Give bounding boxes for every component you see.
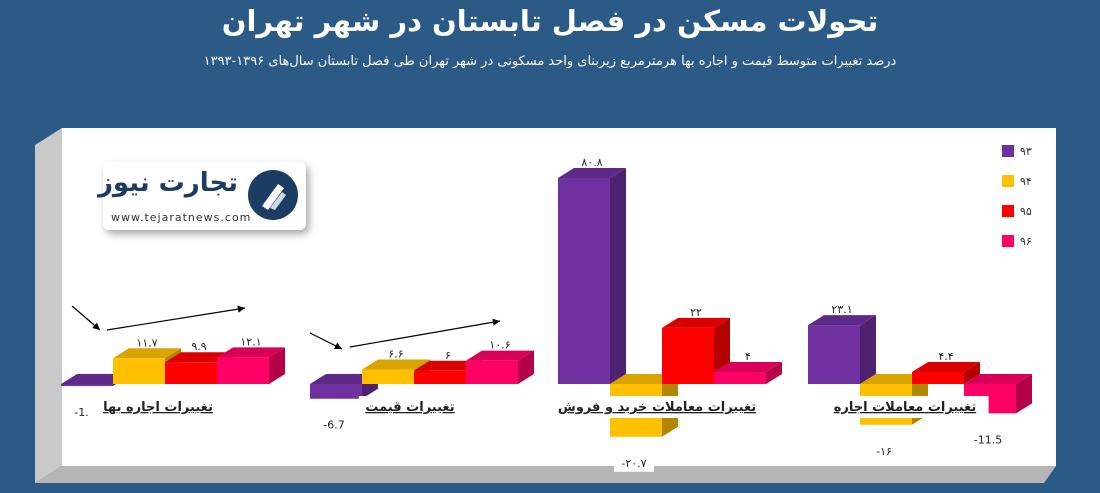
bar-s93-cat3 — [558, 167, 626, 384]
chart-subtitle: درصد تغییرات متوسط قیمت و اجاره بها هرمت… — [203, 54, 897, 69]
value-label-s95-cat2: ۶ — [445, 349, 451, 362]
value-label-bg — [314, 415, 354, 434]
value-label-s96-cat2: ۱۰.۶ — [489, 339, 510, 352]
value-label-s96-cat4: -11.5 — [974, 433, 1002, 446]
value-label-s93-cat2: -6.7 — [323, 419, 344, 432]
value-label-s95-cat1: ۹.۹ — [191, 340, 206, 353]
bar-s96-cat1 — [217, 347, 285, 384]
value-label-s93-cat4: ۲۳.۱ — [831, 303, 852, 316]
value-label-bg — [864, 441, 904, 460]
panel-bottom-side — [35, 466, 1056, 483]
category-label-bg — [821, 396, 989, 418]
value-label-s94-cat3: -۲۰.۷ — [621, 457, 646, 470]
logo: تجارت نیوز www.tejaratnews.com — [98, 162, 306, 230]
category-label-3: تغییرات معاملات خرید و فروش — [558, 400, 756, 415]
legend-swatch-s95 — [1002, 205, 1014, 217]
legend-swatch-s94 — [1002, 175, 1014, 187]
trend-arrows — [71, 305, 501, 350]
category-label-bg — [358, 396, 462, 418]
bar-s96-cat2 — [466, 350, 534, 384]
value-label-s93-cat3: ۸۰.۸ — [581, 156, 602, 169]
bar-s96-cat3 — [714, 362, 782, 384]
panel-left-side — [35, 128, 62, 483]
legend-label-s96: ۹۶ — [1020, 235, 1032, 248]
value-label-s94-cat2: ۶.۶ — [388, 347, 403, 360]
value-label-s95-cat4: ۴.۴ — [938, 350, 953, 363]
value-label-s96-cat3: ۴ — [745, 350, 751, 363]
logo-text: تجارت نیوز — [97, 168, 238, 198]
legend: ۹۳ ۹۴ ۹۵ ۹۶ — [1002, 145, 1032, 248]
category-label-bg — [551, 396, 763, 418]
category-label-4: تغییرات معاملات اجاره — [834, 400, 977, 415]
category-label-1: تغییرات اجاره بها — [103, 400, 213, 415]
value-label-s94-cat1: ۱۱.۷ — [136, 336, 157, 349]
category-label-2: تغییرات قیمت — [365, 400, 454, 415]
value-label-s96-cat1: ۱۲.۱ — [240, 335, 261, 348]
value-label-bg — [968, 430, 1008, 449]
value-label-s95-cat3: ۲۲ — [690, 306, 702, 319]
logo-url: www.tejaratnews.com — [111, 211, 252, 224]
value-label-bg — [614, 453, 654, 472]
legend-label-s95: ۹۵ — [1020, 205, 1032, 218]
legend-label-s94: ۹۴ — [1020, 175, 1032, 188]
legend-label-s93: ۹۳ — [1020, 145, 1032, 158]
legend-swatch-s96 — [1002, 235, 1014, 247]
bar-s95-cat4 — [912, 362, 980, 384]
legend-swatch-s93 — [1002, 145, 1014, 157]
category-label-bg — [88, 396, 228, 418]
bar-s93-cat4 — [808, 315, 876, 384]
chart-title: تحولات مسکن در فصل تابستان در شهر تهران — [221, 4, 879, 38]
value-label-s94-cat4: -۱۶ — [876, 445, 892, 458]
logo-emblem-icon — [248, 170, 298, 220]
category-labels-layer: تغییرات اجاره بها تغییرات قیمت تغییرات معا… — [88, 396, 989, 418]
